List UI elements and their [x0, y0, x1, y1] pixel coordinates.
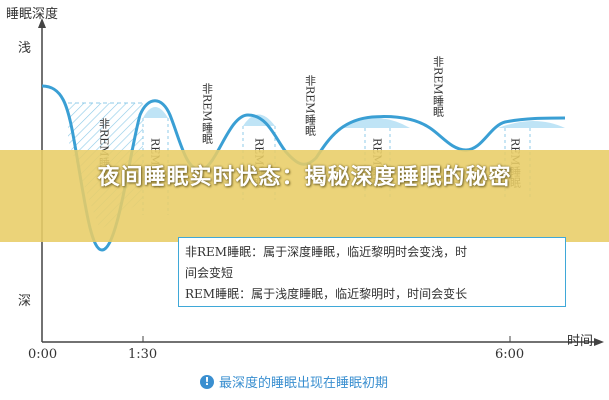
caption-text: 最深度的睡眠出现在睡眠初期: [219, 376, 389, 391]
x-axis-label: 时间: [567, 334, 593, 349]
y-bottom-label: 深: [18, 294, 31, 309]
sleep-curve: [41, 84, 566, 252]
x-tick-label-1: 1:30: [128, 347, 157, 362]
rem-fill-1: [143, 107, 168, 118]
y-axis-title: 睡眠深度: [6, 6, 58, 22]
title-banner: [0, 150, 609, 242]
stage-label-nonrem-3: 非REM睡眠: [304, 75, 317, 136]
legend-line-2: 间会变短: [185, 266, 234, 280]
legend-line-3: REM睡眠：属于浅度睡眠，临近黎明时，时间会变长: [185, 287, 468, 301]
info-icon: !: [200, 374, 214, 389]
legend-box: 非REM睡眠：属于深度睡眠，临近黎明时会变浅，时 间会变短 REM睡眠：属于浅度…: [178, 237, 566, 307]
y-axis-arrow: [38, 18, 46, 28]
y-top-label: 浅: [18, 41, 31, 56]
stage-label-nonrem-4: 非REM睡眠: [432, 56, 445, 117]
x-axis-arrow: [594, 338, 604, 346]
rem-fill-4: [498, 121, 565, 128]
x-tick-label-0: 0:00: [28, 347, 57, 362]
caption: ! 最深度的睡眠出现在睡眠初期: [200, 372, 388, 391]
stage-label-nonrem-2: 非REM睡眠: [201, 83, 214, 144]
legend-line-1: 非REM睡眠：属于深度睡眠，临近黎明时会变浅，时: [185, 245, 468, 259]
x-tick-label-2: 6:00: [495, 347, 524, 362]
banner-title: 夜间睡眠实时状态：揭秘深度睡眠的秘密: [97, 165, 512, 190]
